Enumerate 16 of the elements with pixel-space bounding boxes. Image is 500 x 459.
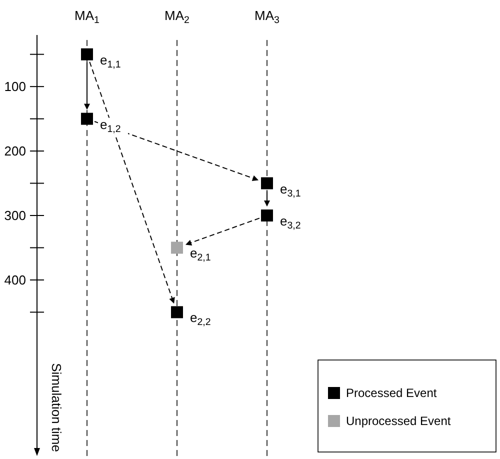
legend-label: Processed Event bbox=[346, 386, 438, 400]
annotation: e$_{2,1}$ bbox=[190, 246, 211, 264]
annotation: e$_{1,1}$ bbox=[100, 52, 121, 70]
y-tick-label: 100 bbox=[4, 79, 26, 94]
annotation: e$_{2,2}$ bbox=[190, 310, 211, 328]
y-tick-label: 300 bbox=[4, 208, 26, 224]
y-tick-label: 200 bbox=[4, 144, 26, 159]
x-tick-label: MA$_{3}$ bbox=[254, 8, 280, 26]
legend-label: Unprocessed Event bbox=[346, 414, 452, 428]
y-axis-title: Simulation time bbox=[49, 363, 64, 452]
annotation: e$_{3,2}$ bbox=[280, 213, 301, 232]
y-tick-label: 400 bbox=[4, 272, 26, 288]
x-tick-label: MA$_{1}$ bbox=[74, 8, 100, 26]
annotation: e$_{3,1}$ bbox=[280, 181, 301, 200]
annotation: e$_{1,2}$ bbox=[100, 116, 121, 135]
x-tick-label: MA$_{2}$ bbox=[164, 8, 190, 26]
